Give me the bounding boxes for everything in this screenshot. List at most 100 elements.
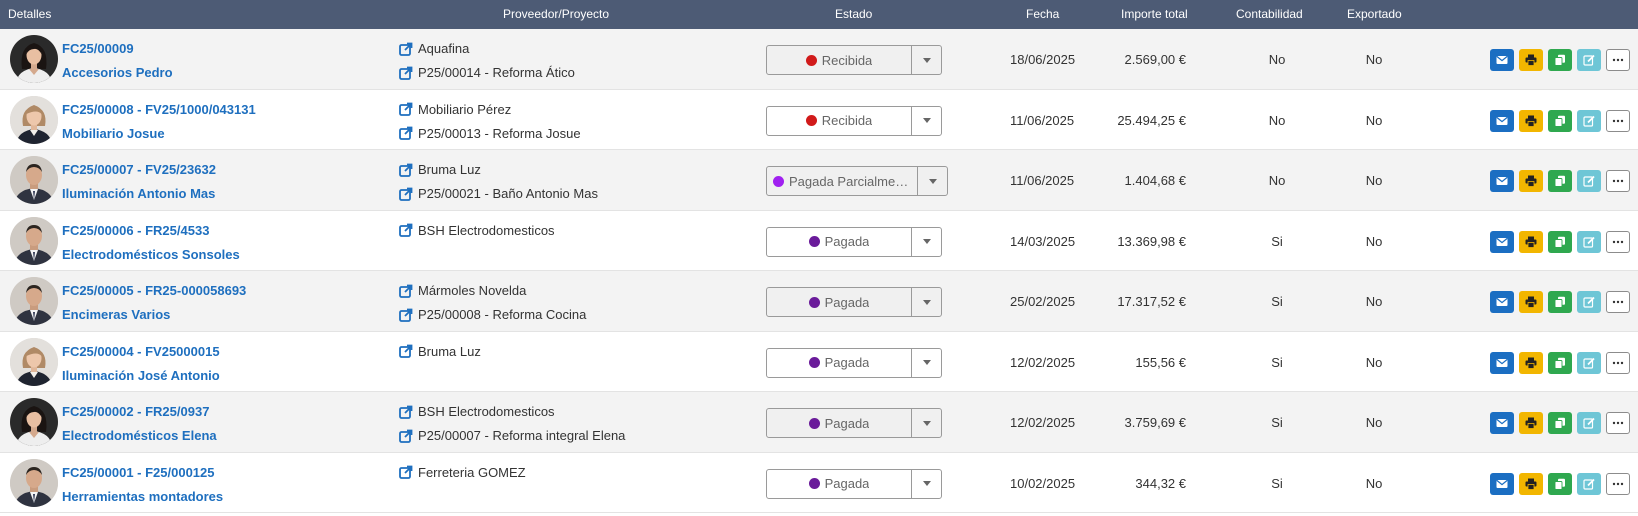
- invoice-number-link[interactable]: FC25/00007 - FV25/23632: [62, 162, 216, 177]
- more-options-button[interactable]: [1606, 351, 1630, 374]
- invoice-number-link[interactable]: FC25/00001 - F25/000125: [62, 464, 215, 480]
- send-email-button[interactable]: [1490, 49, 1514, 71]
- print-button[interactable]: [1519, 49, 1543, 71]
- status-dropdown-toggle[interactable]: [911, 469, 941, 498]
- supplier-link[interactable]: Ferreteria GOMEZ: [399, 465, 526, 480]
- invoice-name-link[interactable]: Accesorios Pedro: [62, 65, 173, 80]
- supplier-link[interactable]: Mobiliario Pérez: [399, 102, 511, 117]
- invoice-number-link[interactable]: FC25/00002 - FR25/0937: [62, 404, 210, 419]
- send-email-button[interactable]: [1490, 472, 1514, 495]
- edit-button[interactable]: [1577, 230, 1601, 253]
- edit-button[interactable]: [1577, 412, 1601, 434]
- invoice-number-link[interactable]: FC25/00006 - FR25/4533: [62, 222, 210, 238]
- status-dropdown-toggle[interactable]: [911, 106, 941, 135]
- more-options-button[interactable]: [1606, 109, 1630, 132]
- more-options-button[interactable]: [1606, 291, 1630, 313]
- status-dropdown[interactable]: Pagada Parcialme…: [766, 166, 948, 196]
- header-detalles[interactable]: Detalles: [8, 7, 52, 21]
- status-select[interactable]: Pagada: [767, 288, 911, 316]
- status-dropdown-toggle[interactable]: [911, 46, 941, 74]
- header-contabilidad[interactable]: Contabilidad: [1236, 7, 1303, 21]
- status-dropdown-toggle[interactable]: [911, 288, 941, 316]
- project-link[interactable]: P25/00014 - Reforma Ático: [399, 65, 575, 80]
- invoice-name-link[interactable]: Electrodomésticos Sonsoles: [62, 246, 240, 262]
- edit-button[interactable]: [1577, 170, 1601, 192]
- status-dropdown[interactable]: Pagada: [766, 226, 942, 257]
- edit-button[interactable]: [1577, 291, 1601, 313]
- duplicate-button[interactable]: [1548, 170, 1572, 192]
- more-options-button[interactable]: [1606, 49, 1630, 71]
- status-dropdown-toggle[interactable]: [917, 167, 947, 195]
- status-select[interactable]: Pagada: [767, 470, 911, 498]
- supplier-link[interactable]: BSH Electrodomesticos: [399, 223, 555, 238]
- print-button[interactable]: [1519, 170, 1543, 192]
- status-dropdown[interactable]: Pagada: [766, 287, 942, 317]
- status-dropdown-toggle[interactable]: [911, 227, 941, 256]
- duplicate-button[interactable]: [1548, 351, 1572, 374]
- header-proveedor[interactable]: Proveedor/Proyecto: [503, 7, 610, 21]
- invoice-number-link[interactable]: FC25/00004 - FV25000015: [62, 343, 220, 359]
- invoice-name-link[interactable]: Herramientas montadores: [62, 488, 224, 504]
- invoice-name-link[interactable]: Electrodomésticos Elena: [62, 428, 217, 443]
- status-select[interactable]: Pagada Parcialme…: [767, 167, 917, 195]
- duplicate-button[interactable]: [1548, 291, 1572, 313]
- edit-button[interactable]: [1577, 472, 1601, 495]
- status-select[interactable]: Pagada: [767, 349, 911, 377]
- supplier-link[interactable]: BSH Electrodomesticos: [399, 404, 555, 419]
- status-dropdown[interactable]: Pagada: [766, 347, 942, 378]
- duplicate-button[interactable]: [1548, 472, 1572, 495]
- status-select[interactable]: Recibida: [767, 107, 911, 135]
- more-options-button[interactable]: [1606, 412, 1630, 434]
- header-exportado[interactable]: Exportado: [1347, 7, 1402, 21]
- header-importe[interactable]: Importe total: [1121, 7, 1188, 21]
- duplicate-button[interactable]: [1548, 230, 1572, 253]
- send-email-button[interactable]: [1490, 351, 1514, 374]
- duplicate-button[interactable]: [1548, 49, 1572, 71]
- supplier-link[interactable]: Bruma Luz: [399, 162, 481, 177]
- send-email-button[interactable]: [1490, 170, 1514, 192]
- send-email-button[interactable]: [1490, 109, 1514, 132]
- invoice-name-link[interactable]: Encimeras Varios: [62, 307, 171, 322]
- status-select[interactable]: Pagada: [767, 228, 911, 256]
- header-fecha[interactable]: Fecha: [1026, 7, 1060, 21]
- invoice-name-link[interactable]: Iluminación José Antonio: [62, 367, 220, 383]
- project-link[interactable]: P25/00021 - Baño Antonio Mas: [399, 186, 598, 201]
- more-options-button[interactable]: [1606, 472, 1630, 495]
- edit-button[interactable]: [1577, 49, 1601, 71]
- print-button[interactable]: [1519, 412, 1543, 434]
- supplier-link[interactable]: Mármoles Novelda: [399, 283, 526, 298]
- more-options-button[interactable]: [1606, 170, 1630, 192]
- status-dropdown[interactable]: Recibida: [766, 105, 942, 136]
- print-button[interactable]: [1519, 109, 1543, 132]
- print-button[interactable]: [1519, 230, 1543, 253]
- print-button[interactable]: [1519, 351, 1543, 374]
- invoice-number-link[interactable]: FC25/00005 - FR25-000058693: [62, 283, 247, 298]
- duplicate-button[interactable]: [1548, 109, 1572, 132]
- invoice-number-link[interactable]: FC25/00008 - FV25/1000/043131: [62, 101, 256, 117]
- print-button[interactable]: [1519, 472, 1543, 495]
- send-email-button[interactable]: [1490, 412, 1514, 434]
- status-dropdown[interactable]: Recibida: [766, 45, 942, 75]
- header-estado[interactable]: Estado: [835, 7, 873, 21]
- project-link[interactable]: P25/00007 - Reforma integral Elena: [399, 428, 625, 443]
- more-options-button[interactable]: [1606, 230, 1630, 253]
- send-email-button[interactable]: [1490, 291, 1514, 313]
- supplier-link[interactable]: Aquafina: [399, 41, 469, 56]
- edit-button[interactable]: [1577, 351, 1601, 374]
- project-link[interactable]: P25/00008 - Reforma Cocina: [399, 307, 586, 322]
- status-dropdown-toggle[interactable]: [911, 409, 941, 437]
- send-email-button[interactable]: [1490, 230, 1514, 253]
- print-button[interactable]: [1519, 291, 1543, 313]
- invoice-name-link[interactable]: Mobiliario Josue: [62, 125, 165, 141]
- status-dropdown[interactable]: Pagada: [766, 408, 942, 438]
- supplier-link[interactable]: Bruma Luz: [399, 344, 481, 359]
- status-dropdown[interactable]: Pagada: [766, 468, 942, 499]
- status-select[interactable]: Recibida: [767, 46, 911, 74]
- invoice-name-link[interactable]: Iluminación Antonio Mas: [62, 186, 216, 201]
- status-dropdown-toggle[interactable]: [911, 348, 941, 377]
- edit-button[interactable]: [1577, 109, 1601, 132]
- status-select[interactable]: Pagada: [767, 409, 911, 437]
- duplicate-button[interactable]: [1548, 412, 1572, 434]
- invoice-number-link[interactable]: FC25/00009: [62, 41, 134, 56]
- project-link[interactable]: P25/00013 - Reforma Josue: [399, 126, 581, 141]
